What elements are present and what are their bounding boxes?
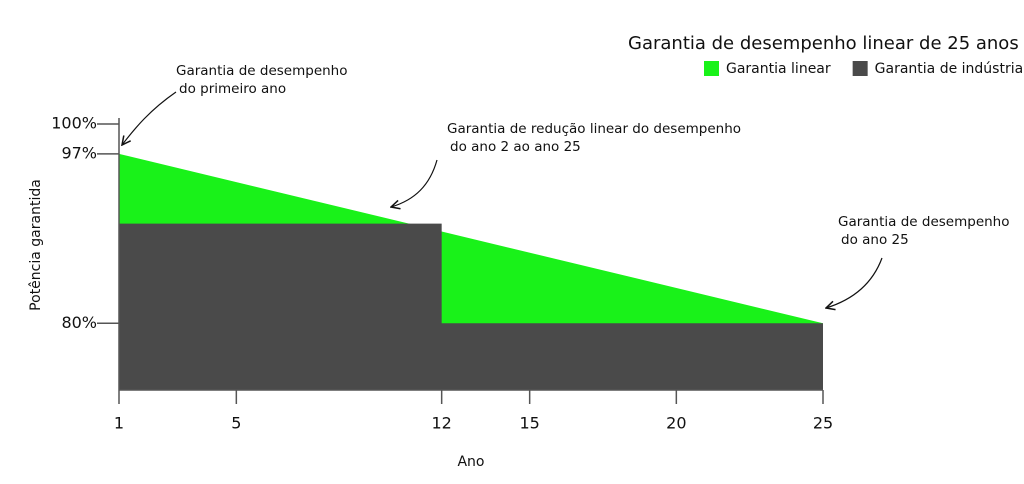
legend-label: Garantia de indústria [875, 61, 1024, 77]
x-tick-label: 25 [813, 414, 833, 433]
x-tick-label: 1 [114, 414, 124, 433]
plot-area [119, 153, 823, 390]
legend-swatch [852, 61, 868, 76]
area [119, 223, 823, 390]
annotation: do ano 2 ao ano 25 [450, 139, 581, 155]
y-tick-label: 100% [51, 114, 97, 133]
x-tick-label: 12 [431, 414, 451, 433]
annotation: Garantia de desempenho [176, 63, 348, 79]
annotation: do ano 25 [841, 232, 909, 248]
y-tick-label: 80% [61, 313, 97, 332]
annotation: Garantia de redução linear do desempenho [447, 121, 741, 137]
y-axis-title: Potência garantida [28, 179, 44, 311]
annotation-arrows [122, 91, 883, 308]
arrow [391, 159, 438, 207]
chart-title: Garantia de desempenho linear de 25 anos [628, 33, 1019, 54]
annotation: do primeiro ano [179, 81, 286, 97]
x-axis-title: Ano [457, 454, 484, 470]
annotation: Garantia de desempenho [838, 214, 1010, 230]
x-tick-label: 5 [231, 414, 241, 433]
legend-label: Garantia linear [726, 61, 831, 77]
x-tick-label: 15 [519, 414, 539, 433]
arrow [122, 91, 177, 145]
arrow [826, 257, 883, 308]
x-tick-label: 20 [666, 414, 686, 433]
legend-swatch [704, 61, 719, 76]
y-tick-label: 97% [61, 143, 97, 162]
